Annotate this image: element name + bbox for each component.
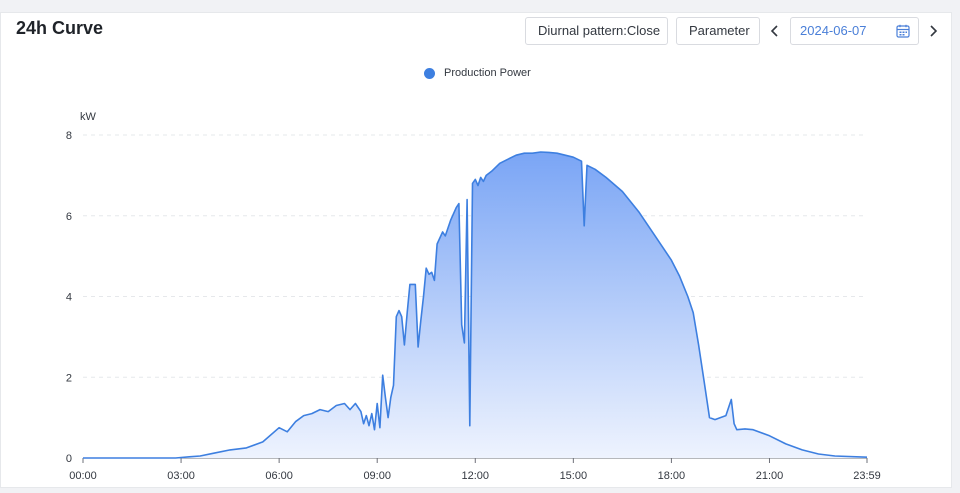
chevron-left-icon — [770, 25, 778, 37]
next-day-button[interactable] — [925, 17, 941, 45]
diurnal-pattern-button[interactable]: Diurnal pattern:Close — [525, 17, 668, 45]
x-tick-label: 23:59 — [853, 470, 881, 482]
series-line — [83, 151, 868, 459]
page-title: 24h Curve — [16, 18, 104, 38]
x-tick-label: 06:00 — [265, 470, 293, 482]
legend-label: Production Power — [444, 67, 531, 79]
x-tick-label: 00:00 — [69, 470, 97, 482]
x-tick-label: 12:00 — [462, 470, 490, 482]
x-tick-label: 18:00 — [658, 470, 686, 482]
chart-legend[interactable]: Production Power — [424, 66, 531, 80]
series-area — [83, 152, 867, 458]
y-tick-label: 8 — [66, 130, 72, 142]
x-tick-label: 03:00 — [167, 470, 195, 482]
parameter-button[interactable]: Parameter — [676, 17, 760, 45]
y-tick-label: 4 — [66, 292, 72, 304]
calendar-icon — [896, 24, 910, 38]
date-picker[interactable]: 2024-06-07 — [790, 17, 919, 45]
y-tick-label: 2 — [66, 372, 72, 384]
previous-day-button[interactable] — [767, 17, 783, 45]
x-tick-label: 09:00 — [363, 470, 391, 482]
legend-marker — [424, 67, 435, 79]
y-tick-label: 0 — [66, 453, 72, 465]
y-axis-unit: kW — [80, 111, 97, 123]
x-tick-label: 21:00 — [756, 470, 784, 482]
chevron-right-icon — [930, 25, 938, 37]
y-tick-label: 6 — [66, 211, 72, 223]
date-value: 2024-06-07 — [800, 23, 867, 38]
x-tick-label: 15:00 — [560, 470, 588, 482]
